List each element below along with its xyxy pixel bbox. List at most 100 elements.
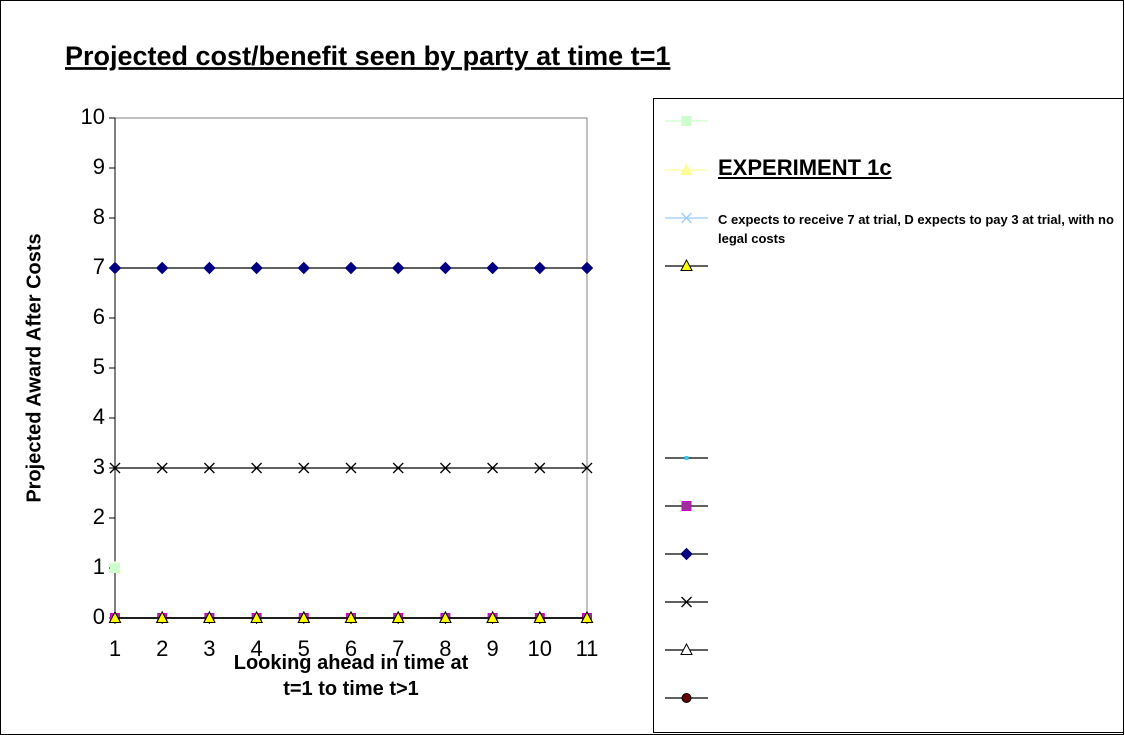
marker [534, 462, 546, 474]
marker-shape [580, 610, 594, 623]
marker-shape [251, 462, 263, 474]
x-axis-label: Looking ahead in time at t=1 to time t>1 [233, 652, 469, 700]
marker [439, 462, 451, 474]
x-tick-label: 6 [345, 636, 357, 661]
marker [439, 610, 452, 623]
y-tick-label: 9 [93, 154, 105, 179]
marker [110, 563, 120, 573]
legend-text: C expects to receive 7 at trial, D expec… [718, 212, 1114, 246]
marker [345, 462, 357, 474]
marker [580, 261, 594, 275]
marker [486, 261, 499, 275]
marker-shape [391, 261, 405, 275]
marker-shape [680, 547, 693, 561]
y-tick-label: 5 [93, 354, 105, 379]
marker [680, 162, 693, 175]
marker [533, 610, 547, 623]
marker-shape [681, 501, 692, 511]
marker [155, 261, 169, 275]
marker [297, 610, 311, 623]
marker-shape [680, 642, 693, 655]
marker-shape [533, 261, 547, 275]
marker-shape [486, 261, 499, 275]
marker [680, 547, 693, 561]
legend-text: EXPERIMENT 1c [718, 155, 892, 180]
marker-shape [680, 162, 693, 175]
marker [391, 610, 405, 623]
y-tick-label: 10 [81, 104, 105, 129]
y-tick-label: 2 [93, 504, 105, 529]
marker [681, 596, 692, 608]
marker [156, 462, 168, 474]
marker-shape [203, 610, 216, 623]
x-tick-label: 8 [439, 636, 451, 661]
y-tick-label: 8 [93, 204, 105, 229]
marker-shape [108, 261, 122, 275]
marker [680, 642, 693, 655]
x-tick-label: 9 [486, 636, 498, 661]
marker-shape [392, 462, 404, 474]
x-tick-label: 5 [298, 636, 310, 661]
marker-shape [391, 610, 405, 623]
marker [251, 462, 263, 474]
x-tick-label: 4 [250, 636, 262, 661]
marker-shape [110, 563, 120, 573]
marker-shape [439, 610, 452, 623]
marker [108, 610, 122, 623]
marker-shape [155, 610, 169, 623]
marker [486, 610, 499, 623]
marker [108, 261, 122, 275]
marker-shape [680, 258, 693, 271]
marker [391, 261, 405, 275]
marker [581, 462, 593, 474]
marker [344, 610, 358, 623]
marker-shape [487, 462, 499, 474]
marker [533, 261, 547, 275]
marker-shape [681, 693, 692, 703]
marker-shape [681, 116, 692, 126]
marker-shape [486, 610, 499, 623]
marker-shape [345, 462, 357, 474]
marker-shape [534, 462, 546, 474]
marker-shape [156, 462, 168, 474]
marker [439, 261, 452, 275]
marker [580, 610, 594, 623]
marker-shape [681, 212, 692, 224]
y-axis-label: Projected Award After Costs [23, 233, 45, 502]
legend-box [653, 98, 1124, 733]
marker-shape [439, 462, 451, 474]
x-tick-label: 7 [392, 636, 404, 661]
marker-shape [684, 456, 689, 460]
marker [203, 261, 216, 275]
chart-title: Projected cost/benefit seen by party at … [65, 41, 670, 71]
marker [250, 261, 263, 275]
marker [487, 462, 499, 474]
marker-shape [297, 610, 311, 623]
plot-area [114, 117, 588, 619]
marker-shape [439, 261, 452, 275]
marker-shape [108, 610, 122, 623]
marker-shape [203, 462, 215, 474]
x-tick-label: 1 [109, 636, 121, 661]
x-tick-label: 11 [576, 636, 599, 661]
marker [392, 462, 404, 474]
y-tick-label: 1 [93, 554, 105, 579]
marker [109, 462, 121, 474]
marker-shape [580, 261, 594, 275]
marker [681, 212, 692, 224]
marker-shape [298, 462, 310, 474]
marker-shape [344, 261, 358, 275]
marker [681, 693, 692, 703]
marker-shape [344, 610, 358, 623]
marker-shape [681, 596, 692, 608]
marker [344, 261, 358, 275]
marker [298, 462, 310, 474]
marker [680, 258, 693, 271]
marker-shape [533, 610, 547, 623]
marker [681, 501, 692, 511]
marker [203, 610, 216, 623]
marker-shape [250, 261, 263, 275]
marker-shape [581, 462, 593, 474]
